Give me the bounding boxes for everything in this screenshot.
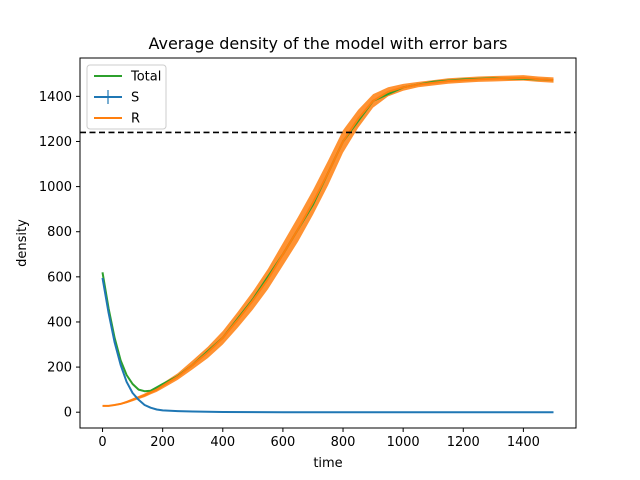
chart-title: Average density of the model with error … — [148, 34, 507, 53]
legend-label-s: S — [131, 91, 139, 106]
axes: 0 200 400 600 800 1000 1200 1400 0 200 400 600 800 10… — [39, 90, 540, 450]
plot-area — [80, 75, 576, 414]
y-tick-label: 1200 — [39, 135, 72, 150]
x-tick-label: 600 — [270, 435, 295, 450]
y-tick-label: 800 — [47, 225, 72, 240]
legend-label-total: Total — [130, 70, 161, 85]
y-tick-label: 600 — [47, 270, 72, 285]
series-line-r — [102, 76, 554, 407]
legend-box — [86, 64, 167, 130]
legend: Total SR — [86, 64, 167, 130]
y-tick-label: 0 — [64, 406, 72, 421]
y-tick-label: 200 — [47, 361, 72, 376]
series-line-s — [101, 277, 554, 414]
x-axis-label: time — [313, 456, 342, 471]
y-tick-label: 1000 — [39, 180, 72, 195]
x-tick-label: 1000 — [387, 435, 420, 450]
series-group — [101, 75, 554, 414]
y-tick-label: 1400 — [39, 90, 72, 105]
y-tick-label: 400 — [47, 315, 72, 330]
x-tick-label: 0 — [98, 435, 106, 450]
x-tick-label: 800 — [331, 435, 356, 450]
x-tick-label: 1400 — [507, 435, 540, 450]
y-axis-label: density — [15, 219, 30, 267]
legend-label-r: R — [131, 112, 140, 127]
x-tick-label: 400 — [210, 435, 235, 450]
plot-frame — [79, 57, 577, 429]
x-tick-label: 200 — [150, 435, 175, 450]
x-tick-label: 1200 — [447, 435, 480, 450]
